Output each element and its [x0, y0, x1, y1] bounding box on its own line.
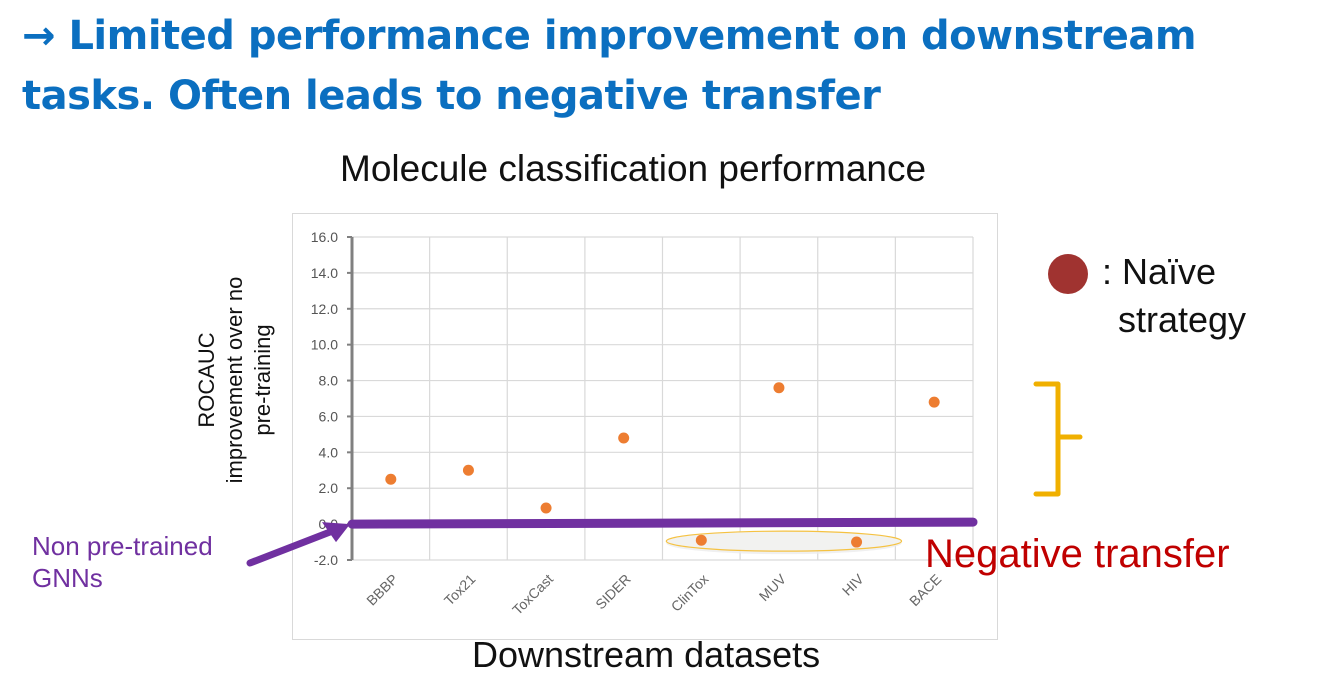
annotations-layer	[246, 381, 1083, 567]
data-point-bace	[928, 396, 940, 408]
filled-circle-icon	[1048, 254, 1088, 294]
brace-icon	[1033, 381, 1083, 497]
legend-label-line-1: : Naïve	[1102, 251, 1217, 292]
x-tick-label: ToxCast	[509, 571, 556, 618]
y-ticks: 16.014.012.010.08.06.04.02.00.0-2.0	[311, 229, 352, 568]
y-tick-label: 16.0	[311, 229, 338, 245]
slide-headline: → Limited performance improvement on dow…	[22, 6, 1197, 126]
y-tick-label: 2.0	[319, 480, 339, 496]
y-tick-label: 14.0	[311, 265, 338, 281]
y-tick-label: -2.0	[314, 552, 338, 568]
headline-line-1: → Limited performance improvement on dow…	[22, 13, 1197, 59]
data-points	[385, 382, 940, 548]
data-point-sider	[618, 432, 630, 444]
x-tick-label: ClinTox	[668, 571, 712, 615]
data-point-toxcast	[540, 502, 552, 514]
arrow-shaft	[246, 528, 334, 567]
baseline-line	[347, 517, 978, 529]
x-axis-label: Downstream datasets	[472, 634, 821, 675]
data-point-hiv	[851, 536, 863, 548]
x-tick-label: MUV	[756, 570, 790, 604]
y-tick-label: 6.0	[319, 408, 339, 424]
x-tick-label: BBBP	[363, 571, 401, 609]
y-tick-label: 12.0	[311, 301, 338, 317]
data-point-tox21	[462, 464, 474, 476]
x-ticks: BBBP Tox21 ToxCast SIDER ClinTox MUV HIV BACE	[363, 570, 944, 618]
arrow-head-icon	[322, 522, 350, 543]
chart-title: Molecule classification performance	[340, 148, 927, 189]
data-point-bbbp	[385, 473, 397, 485]
baseline-annotation-line-2: GNNs	[32, 563, 103, 593]
x-tick-label: Tox21	[441, 571, 479, 609]
grid	[350, 236, 974, 561]
data-point-muv	[773, 382, 785, 394]
negative-highlight-ellipse	[665, 530, 903, 552]
baseline-annotation-line-1: Non pre-trained	[32, 531, 213, 561]
baseline-annotation: Non pre-trained GNNs	[32, 530, 213, 594]
legend-label: : Naïve strategy	[1102, 248, 1246, 344]
headline-line-2: tasks. Often leads to negative transfer	[22, 73, 881, 119]
x-tick-label: HIV	[839, 570, 867, 598]
chart-frame	[292, 213, 998, 640]
x-tick-label: SIDER	[592, 571, 634, 613]
data-point-clintox	[695, 534, 707, 546]
y-tick-label: 4.0	[319, 444, 339, 460]
negative-transfer-label: Negative transfer	[925, 532, 1230, 576]
y-tick-label: 10.0	[311, 337, 338, 353]
legend-label-line-2: strategy	[1118, 299, 1247, 340]
y-tick-label: 8.0	[319, 373, 339, 389]
